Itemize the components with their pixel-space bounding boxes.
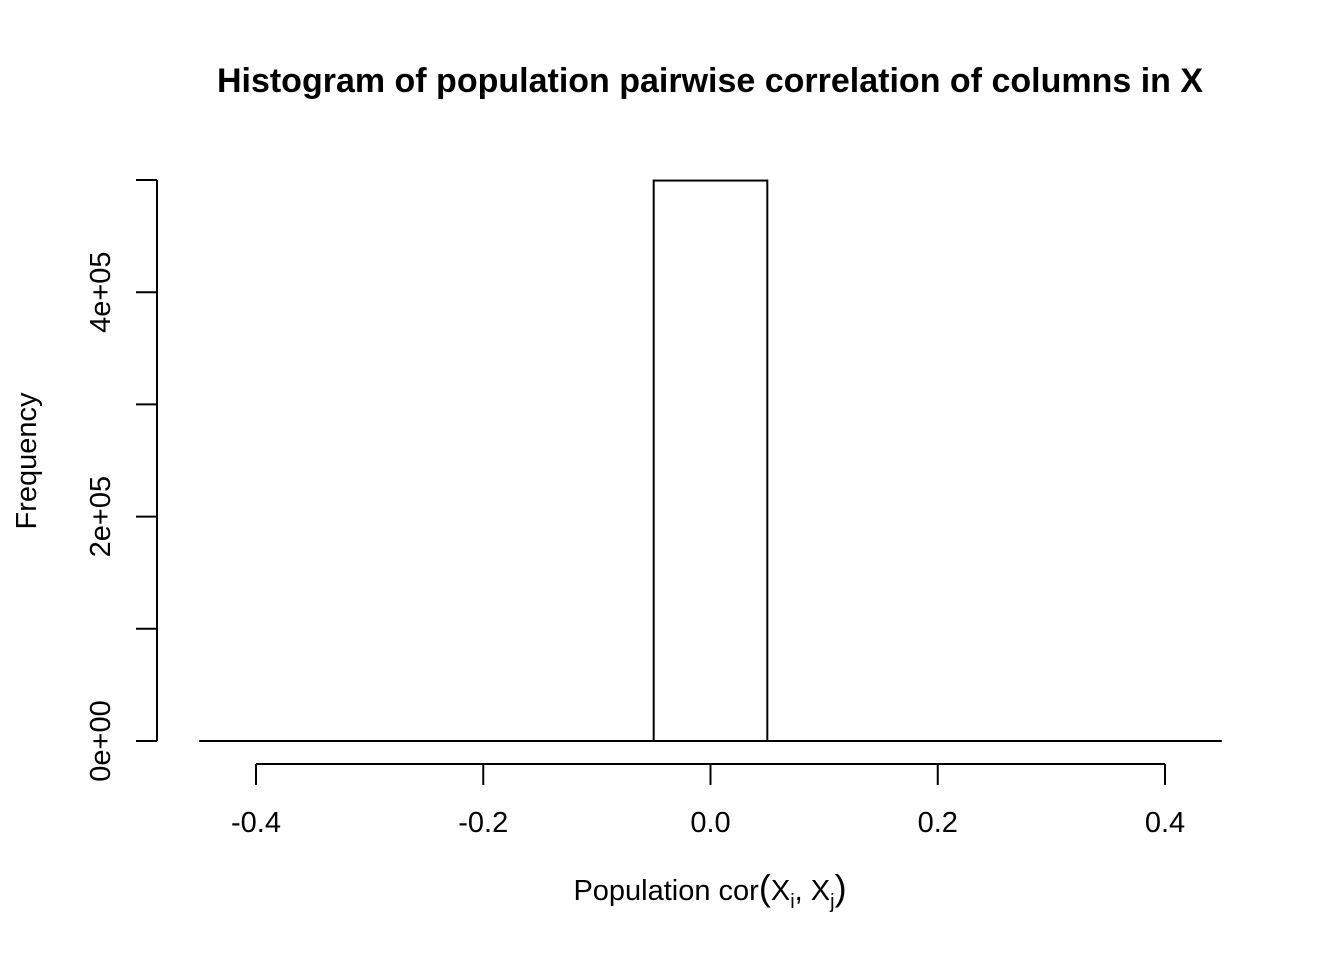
x-axis-label-prefix: Population cor [573,875,759,907]
x-tick-label: 0.0 [690,807,730,839]
x-axis-label-sub2: j [829,891,834,913]
x-axis-label-sep: , [795,875,811,907]
x-tick-label: 0.2 [918,807,958,839]
y-axis-label: Frequency [11,392,43,530]
chart-title: Histogram of population pairwise correla… [217,62,1203,100]
x-axis-label-sub1: i [790,891,794,913]
x-axis-label-var1: X [771,875,790,907]
x-axis: -0.4 -0.2 0.0 0.2 0.4 [231,763,1185,839]
x-tick-label: -0.2 [458,807,508,839]
y-tick-label: 0e+00 [85,700,117,781]
y-tick-label: 2e+05 [85,476,117,557]
x-axis-label-var2: X [811,875,830,907]
x-tick-label: -0.4 [231,807,281,839]
x-tick-label: 0.4 [1145,807,1185,839]
y-tick-label: 4e+05 [85,251,117,332]
x-axis-label: Population cor(Xi, Xj) [573,867,846,913]
histogram-bars [652,179,769,743]
x-axis-label-open-paren: ( [759,867,771,908]
histogram-bar [652,179,769,743]
y-axis: 0e+00 2e+05 4e+05 [85,179,158,782]
x-axis-label-close-paren: ) [835,867,847,908]
